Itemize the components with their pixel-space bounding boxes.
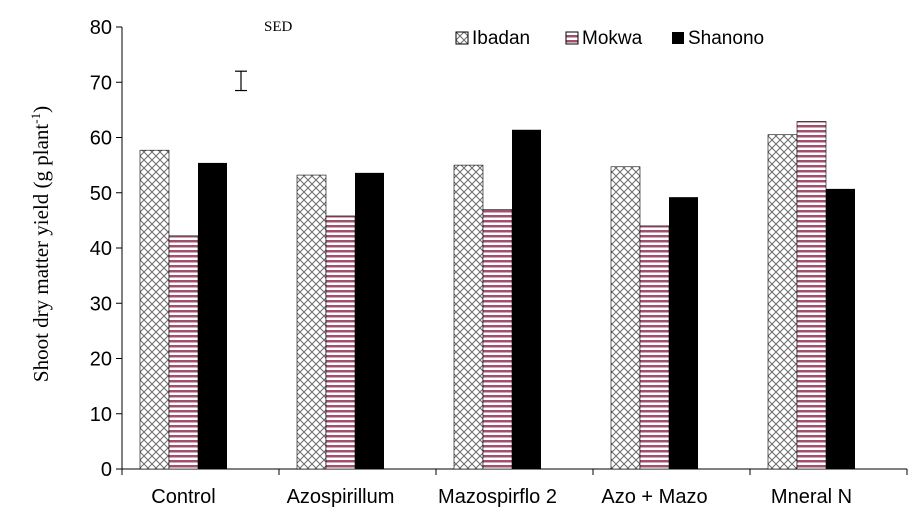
- bar-ibadan-0: [139, 149, 170, 470]
- bar-shanono-0: [198, 162, 227, 470]
- y-tick-label: 10: [90, 404, 112, 426]
- annotations: SED: [235, 19, 293, 92]
- bar-shanono-3: [669, 197, 698, 470]
- legend-swatch-ibadan: [455, 31, 469, 45]
- bar-shanono-4: [826, 188, 855, 469]
- bar-shanono-1: [355, 172, 384, 470]
- bar-ibadan-4: [767, 134, 798, 470]
- y-tick-label: 40: [90, 238, 112, 260]
- bar-ibadan-3: [610, 166, 641, 470]
- bar-mokwa-3: [639, 225, 670, 470]
- y-tick-label: 30: [90, 293, 112, 315]
- legend: Ibadan Mokwa Shanono: [455, 28, 764, 49]
- y-axis-label-superscript: -1: [28, 113, 43, 124]
- bar-shanono-2: [512, 129, 541, 469]
- legend-label-ibadan: Ibadan: [472, 28, 530, 49]
- x-category-label: Mazospirflo 2: [438, 486, 557, 508]
- bar-mokwa-4: [796, 121, 827, 470]
- y-tick-label: 50: [90, 183, 112, 205]
- bar-mokwa-2: [482, 209, 513, 470]
- bar-mokwa-0: [168, 235, 199, 470]
- axes: 0 10 20 30 40 50 60 70 80 Control Azospirillum Mazo…: [90, 17, 908, 508]
- bar-ibadan-1: [296, 174, 327, 470]
- bars: [139, 121, 855, 470]
- x-category-label: Control: [151, 486, 215, 508]
- x-category-label: Azo + Mazo: [601, 486, 707, 508]
- y-axis-label: Shoot dry matter yield (g plant-1): [28, 106, 53, 382]
- bar-mokwa-1: [325, 215, 356, 470]
- legend-label-mokwa: Mokwa: [582, 28, 643, 49]
- y-tick-label: 0: [101, 459, 112, 481]
- y-tick-label: 20: [90, 349, 112, 371]
- legend-swatch-shanono: [672, 32, 684, 44]
- legend-swatch-mokwa: [565, 31, 579, 45]
- y-tick-label: 60: [90, 128, 112, 150]
- y-tick-label: 80: [90, 17, 112, 39]
- x-category-label: Mneral N: [771, 486, 852, 508]
- x-category-label: Azospirillum: [287, 486, 395, 508]
- y-axis-label-close: ): [29, 106, 53, 113]
- sed-label: SED: [264, 19, 293, 35]
- bar-ibadan-2: [453, 164, 484, 470]
- legend-label-shanono: Shanono: [688, 28, 764, 49]
- y-tick-label: 70: [90, 72, 112, 94]
